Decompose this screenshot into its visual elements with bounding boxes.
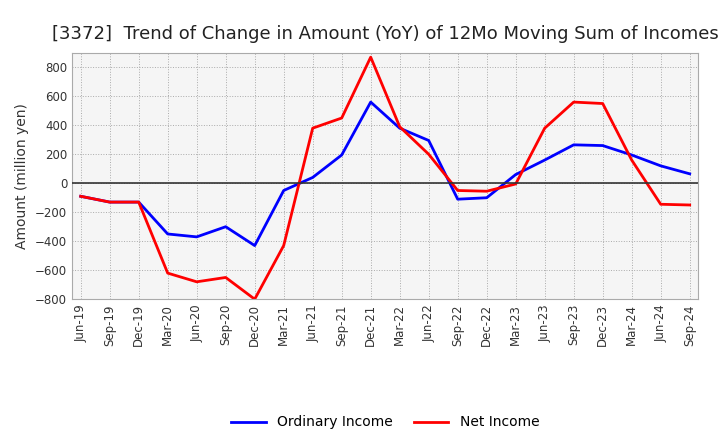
Net Income: [685, 202, 694, 208]
Ordinary Income: [251, 243, 259, 248]
Ordinary Income: [366, 99, 375, 105]
Net Income: [570, 99, 578, 105]
Net Income: [482, 189, 491, 194]
Y-axis label: Amount (million yen): Amount (million yen): [15, 103, 30, 249]
Net Income: [657, 202, 665, 207]
Ordinary Income: [570, 142, 578, 147]
Net Income: [395, 124, 404, 129]
Net Income: [598, 101, 607, 106]
Ordinary Income: [76, 194, 85, 199]
Ordinary Income: [221, 224, 230, 229]
Net Income: [279, 243, 288, 248]
Net Income: [221, 275, 230, 280]
Net Income: [366, 55, 375, 60]
Title: [3372]  Trend of Change in Amount (YoY) of 12Mo Moving Sum of Incomes: [3372] Trend of Change in Amount (YoY) o…: [52, 25, 719, 43]
Net Income: [308, 125, 317, 131]
Net Income: [135, 199, 143, 205]
Ordinary Income: [627, 152, 636, 158]
Ordinary Income: [541, 158, 549, 163]
Ordinary Income: [279, 188, 288, 193]
Ordinary Income: [105, 199, 114, 205]
Net Income: [511, 181, 520, 187]
Ordinary Income: [511, 172, 520, 177]
Legend: Ordinary Income, Net Income: Ordinary Income, Net Income: [225, 410, 545, 435]
Net Income: [627, 158, 636, 163]
Net Income: [338, 115, 346, 121]
Line: Net Income: Net Income: [81, 57, 690, 299]
Ordinary Income: [657, 163, 665, 169]
Net Income: [541, 125, 549, 131]
Net Income: [192, 279, 201, 284]
Ordinary Income: [192, 234, 201, 239]
Net Income: [454, 188, 462, 193]
Ordinary Income: [454, 197, 462, 202]
Ordinary Income: [598, 143, 607, 148]
Net Income: [163, 271, 172, 276]
Net Income: [76, 194, 85, 199]
Ordinary Income: [685, 171, 694, 176]
Line: Ordinary Income: Ordinary Income: [81, 102, 690, 246]
Net Income: [251, 297, 259, 302]
Ordinary Income: [482, 195, 491, 200]
Ordinary Income: [395, 125, 404, 131]
Net Income: [424, 152, 433, 157]
Net Income: [105, 199, 114, 205]
Ordinary Income: [424, 138, 433, 143]
Ordinary Income: [308, 175, 317, 180]
Ordinary Income: [135, 199, 143, 205]
Ordinary Income: [338, 152, 346, 158]
Ordinary Income: [163, 231, 172, 237]
